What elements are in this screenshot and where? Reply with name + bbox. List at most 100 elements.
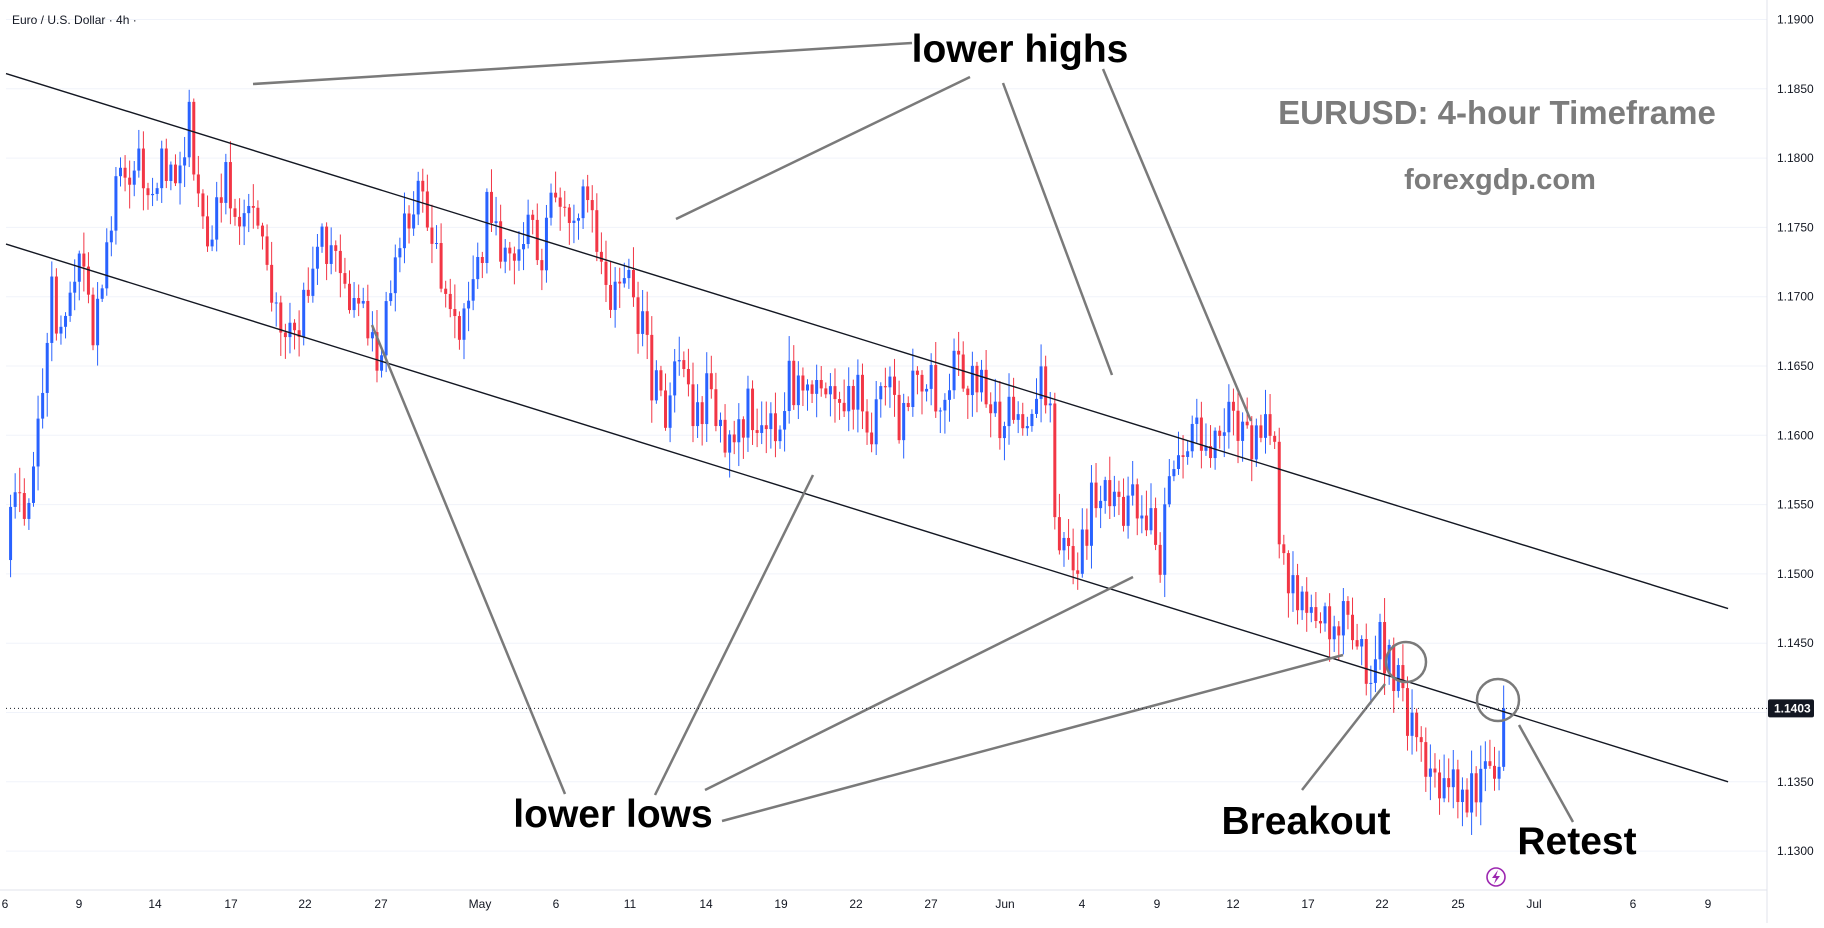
candle	[178, 151, 182, 205]
candle-body	[1002, 426, 1006, 439]
chart-subtitle: forexgdp.com	[1404, 164, 1596, 196]
candle	[183, 136, 187, 188]
candle-body	[512, 253, 516, 261]
candle	[348, 270, 351, 314]
x-tick-label: 9	[76, 897, 83, 911]
candle-body	[1076, 570, 1080, 574]
candle	[966, 385, 970, 419]
alert-icon[interactable]	[1486, 867, 1506, 887]
candle-body	[842, 402, 846, 412]
candle-body	[618, 281, 622, 284]
candle-body	[1456, 769, 1460, 803]
candle	[842, 379, 846, 417]
candle-body	[1144, 515, 1148, 531]
candle-body	[1282, 544, 1286, 554]
candle-body	[82, 253, 86, 267]
candle-body	[50, 276, 54, 343]
candle-body	[595, 210, 599, 252]
candle	[169, 161, 173, 191]
candle	[1089, 465, 1093, 569]
x-tick-label: 22	[1375, 897, 1389, 911]
candle-body	[283, 332, 287, 338]
candle-body	[233, 208, 237, 217]
candle-body	[1209, 446, 1213, 459]
candle-body	[27, 502, 31, 519]
candle-body	[1497, 766, 1501, 779]
candle-body	[393, 257, 397, 294]
candle	[654, 360, 658, 404]
candle-body	[1222, 432, 1226, 436]
candle	[123, 155, 127, 192]
lower-channel-trendline	[5, 243, 1729, 783]
candle-body	[787, 360, 791, 412]
candle	[682, 351, 686, 378]
candle	[668, 382, 672, 443]
candle-body	[1305, 591, 1309, 613]
candle	[1355, 623, 1359, 650]
candle-body	[746, 388, 750, 438]
candle	[238, 198, 242, 245]
candle-body	[247, 206, 251, 214]
candle-body	[119, 167, 122, 177]
candle-body	[517, 249, 521, 261]
candle	[380, 347, 384, 378]
candle-body	[911, 370, 915, 408]
candle	[1099, 485, 1103, 529]
candle-body	[947, 390, 951, 400]
candle-body	[1158, 544, 1162, 575]
annotation-pointer	[675, 75, 971, 221]
candle-body	[938, 410, 942, 412]
candle-body	[581, 186, 585, 219]
candle	[1140, 495, 1144, 534]
candle	[1341, 588, 1345, 655]
candle-body	[1277, 441, 1281, 545]
candle	[375, 310, 379, 383]
candle	[1383, 598, 1387, 695]
candle-body	[425, 191, 429, 228]
candle	[242, 199, 246, 246]
candle	[563, 190, 567, 217]
candle-body	[1007, 396, 1011, 427]
candle	[888, 366, 892, 408]
candle	[96, 282, 100, 366]
candle	[1016, 401, 1020, 434]
candle	[769, 402, 773, 449]
candle-body	[1447, 778, 1451, 788]
x-tick-label: May	[469, 897, 492, 911]
chart-title: EURUSD: 4-hour Timeframe	[1278, 94, 1716, 131]
candle	[920, 370, 924, 415]
candle	[1053, 392, 1057, 530]
candle	[306, 267, 310, 303]
candle	[119, 157, 122, 187]
candle	[1250, 416, 1254, 482]
y-tick-label: 1.1350	[1777, 775, 1814, 789]
candle-body	[228, 162, 232, 209]
candle-body	[96, 298, 100, 346]
candle-body	[732, 434, 736, 443]
candle-body	[682, 360, 686, 369]
candle	[595, 193, 599, 262]
y-tick-label: 1.1650	[1777, 359, 1814, 373]
candle	[934, 341, 938, 418]
candle	[215, 181, 219, 252]
candle-body	[302, 289, 306, 337]
candle-body	[370, 332, 374, 339]
candle	[36, 395, 40, 491]
candle-body	[893, 376, 897, 395]
candle-body	[943, 399, 947, 411]
candle	[677, 336, 681, 376]
candle	[627, 258, 631, 289]
candle-body	[1451, 769, 1455, 788]
candle-body	[819, 380, 823, 389]
candle	[467, 281, 471, 332]
candle-body	[925, 388, 929, 392]
candle	[1483, 741, 1487, 792]
candle	[1351, 597, 1355, 650]
candle-body	[980, 369, 984, 393]
candle	[512, 246, 516, 285]
candle	[1025, 416, 1029, 436]
candle-body	[1089, 482, 1093, 546]
candle-body	[1199, 417, 1203, 451]
candle-body	[251, 206, 255, 208]
